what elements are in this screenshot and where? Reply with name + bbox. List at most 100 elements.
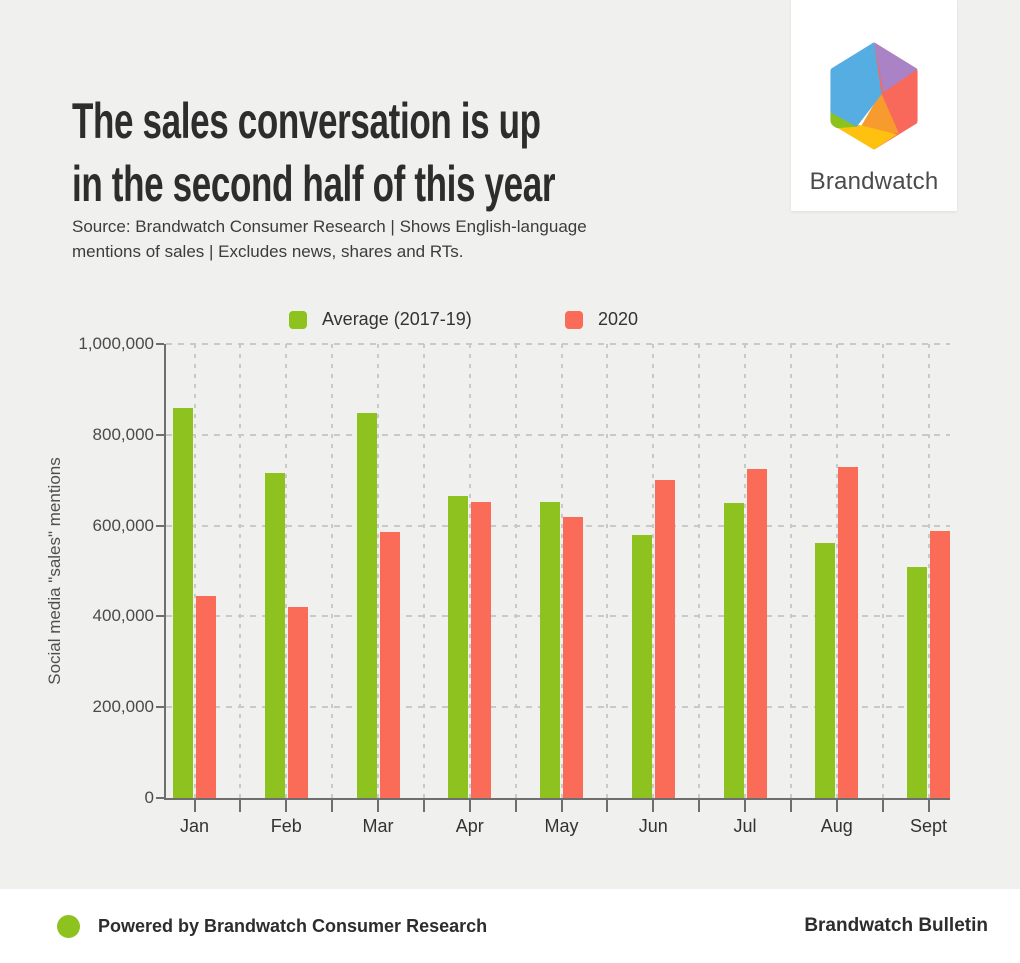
bar-feb-2020 [287,607,308,798]
x-axis-tick [698,800,701,812]
source-note-line1: Source: Brandwatch Consumer Research | S… [72,217,587,236]
y-axis-tick-label: 200,000 [92,697,154,717]
y-axis-title: Social media "sales" mentions [45,457,64,685]
x-axis-tick [835,800,838,812]
vertical-gridline [744,344,746,798]
vertical-gridline [698,344,701,798]
bar-may-2020 [563,517,583,798]
x-axis-label-sept: Sept [909,816,948,836]
x-axis-label-jan: Jan [179,816,210,836]
y-axis-tick [156,797,164,799]
vertical-gridline [881,344,884,798]
x-axis-tick [331,800,334,812]
vertical-gridline [193,344,196,798]
x-axis-tick [514,800,517,812]
x-axis-tick [560,800,563,812]
x-axis-label-aug: Aug [820,816,853,836]
legend-label-2020: 2020 [598,309,639,329]
bar-aug-2020 [838,467,859,798]
logo-facet-yellow [835,120,898,150]
bar-jul-average [723,503,744,798]
bar-jul-2020 [746,469,767,798]
bar-jun-average [631,535,652,798]
x-axis-tick [468,800,471,812]
x-axis-label-apr: Apr [455,816,484,836]
bar-jan-average [173,408,193,798]
y-axis-tick [156,615,164,618]
vertical-gridline [377,344,379,798]
x-axis-tick [193,800,196,812]
bar-sept-2020 [930,531,950,798]
x-axis-tick [881,800,884,812]
x-axis-tick [744,800,746,812]
y-axis-tick [156,706,164,709]
vertical-gridline [331,344,334,798]
bar-jan-2020 [196,596,216,798]
source-note-line2: mentions of sales | Excludes news, share… [72,242,464,261]
source-note: Source: Brandwatch Consumer Research | S… [72,214,587,264]
x-axis-label-jul: Jul [733,816,757,836]
x-axis-tick [606,800,609,812]
vertical-gridline [835,344,838,798]
brandwatch-hexagon-icon [830,42,918,150]
legend-swatch-2020 [565,310,583,329]
powered-by-text: Powered by Brandwatch Consumer Research [98,915,488,936]
bar-mar-2020 [379,532,400,798]
bar-aug-average [815,543,836,798]
y-axis-tick [156,433,164,436]
bar-mar-average [356,413,377,798]
y-axis-tick [156,524,164,527]
y-axis-tick-label: 400,000 [92,606,154,626]
chart-title-line1: The sales conversation is up [72,93,541,149]
legend-swatch-average [289,310,307,329]
y-axis-tick-label: 0 [144,788,154,807]
vertical-gridline [239,344,242,798]
legend-item-average: Average (2017-19) [289,309,472,330]
bar-may-average [540,502,560,798]
vertical-gridline [560,344,563,798]
vertical-gridline [927,344,930,798]
x-axis-tick [285,800,288,812]
vertical-gridline [789,344,792,798]
vertical-gridline [606,344,609,798]
x-axis-label-may: May [544,816,579,836]
vertical-gridline [422,344,425,798]
x-axis-label-jun: Jun [638,816,668,836]
brandwatch-logo-card: Brandwatch [791,0,957,211]
chart-title-line2: in the second half of this year [72,156,556,212]
legend-item-2020: 2020 [565,309,638,330]
x-axis-tick [422,800,425,812]
logo-facet-orange [858,92,899,134]
vertical-gridline [514,344,517,798]
bar-apr-average [448,496,469,798]
legend-label-average: Average (2017-19) [322,309,472,329]
horizontal-gridline [166,433,950,436]
x-axis-tick [377,800,379,812]
bar-sept-average [907,567,927,798]
vertical-gridline [652,344,655,798]
y-axis-tick-label: 1,000,000 [78,334,154,353]
powered-by-dot-icon [57,915,80,938]
bar-apr-2020 [471,502,492,798]
logo-facet-blue [830,42,882,127]
x-axis-tick [239,800,242,812]
x-axis-tick [927,800,930,812]
y-axis-tick-label: 600,000 [92,515,154,535]
bulletin-title: Brandwatch Bulletin [804,915,988,936]
horizontal-gridline [166,343,950,345]
logo-facet-purple [874,42,918,93]
y-axis-tick [156,343,164,345]
vertical-gridline [285,344,288,798]
footer-bar: Powered by Brandwatch Consumer Research … [0,889,1020,963]
bar-feb-average [264,473,285,798]
y-axis-tick-label: 800,000 [92,424,154,444]
x-axis-tick [652,800,655,812]
x-axis-label-feb: Feb [270,816,302,836]
brand-name: Brandwatch [809,168,939,195]
bar-jun-2020 [654,480,675,798]
x-axis-label-mar: Mar [362,816,394,836]
vertical-gridline [468,344,471,798]
chart-title: The sales conversation is up in the seco… [72,90,555,216]
x-axis-tick [789,800,792,812]
